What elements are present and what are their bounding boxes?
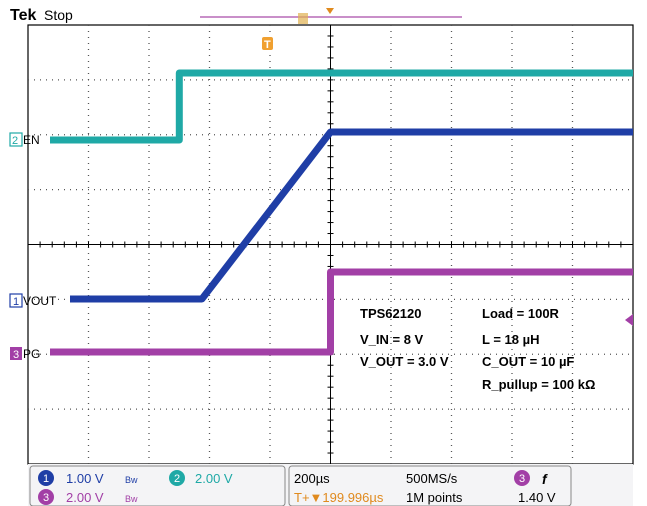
acquisition-status: Stop xyxy=(44,7,73,23)
channel-3-offscreen-marker xyxy=(625,314,633,326)
graticule-grid xyxy=(27,24,634,465)
ch1-indicator-num: 1 xyxy=(43,473,49,485)
waveform-traces xyxy=(50,69,633,356)
ch2-indicator xyxy=(169,470,185,486)
trigger-edge-icon: f xyxy=(542,471,548,487)
channel-2-label: 2 EN xyxy=(9,132,40,147)
ch1-indicator xyxy=(38,470,54,486)
channel-1-number: 1 xyxy=(13,296,19,308)
trace-en xyxy=(50,69,633,144)
annotation-rpullup: R_pullup = 100 kΩ xyxy=(482,377,595,392)
channel-2-name: EN xyxy=(23,133,40,147)
trigger-level: 1.40 V xyxy=(518,490,556,505)
annotation-vout: V_OUT = 3.0 V xyxy=(360,354,449,369)
annotation-device: TPS62120 xyxy=(360,306,421,321)
annotation-vin: V_IN = 8 V xyxy=(360,332,424,347)
trigger-t-label: T xyxy=(264,39,271,51)
ch3-bandwidth: Bw xyxy=(125,494,138,504)
channel-3-name: PG xyxy=(23,347,40,361)
trigger-t-marker xyxy=(262,37,273,50)
footer-channel-box xyxy=(29,465,286,506)
trigger-position: T+▼199.996µs xyxy=(294,490,384,505)
sample-rate: 500MS/s xyxy=(406,471,458,486)
record-length: 1M points xyxy=(406,490,463,505)
annotation-load: Load = 100R xyxy=(482,306,560,321)
annotation-block: TPS62120 V_IN = 8 V V_OUT = 3.0 V Load =… xyxy=(360,306,595,392)
status-footer: 1 1.00 V Bw 2 2.00 V 3 2.00 V Bw 200µs 5… xyxy=(28,464,633,506)
ch2-indicator-num: 2 xyxy=(174,473,180,485)
annotation-cout: C_OUT = 10 µF xyxy=(482,354,574,369)
trigger-channel-num: 3 xyxy=(519,473,525,485)
trace-vout xyxy=(70,128,633,303)
ch1-bandwidth: Bw xyxy=(125,475,138,485)
ch1-scale: 1.00 V xyxy=(66,471,104,486)
ch2-scale: 2.00 V xyxy=(195,471,233,486)
trigger-channel-indicator xyxy=(514,470,530,486)
timebase-value: 200µs xyxy=(294,471,330,486)
channel-3-number: 3 xyxy=(13,349,19,361)
ch3-indicator xyxy=(38,489,54,505)
ch3-scale: 2.00 V xyxy=(66,490,104,505)
channel-1-name: VOUT xyxy=(23,294,57,308)
trigger-position-marker xyxy=(326,8,334,14)
trace-pg xyxy=(50,268,633,356)
record-window xyxy=(298,13,308,24)
ch3-indicator-num: 3 xyxy=(43,492,49,504)
footer-background xyxy=(28,464,633,506)
channel-3-label: 3 PG xyxy=(10,347,40,361)
brand-label: Tek xyxy=(10,7,36,24)
channel-1-label: 1 VOUT xyxy=(9,293,57,308)
channel-2-number: 2 xyxy=(12,135,18,147)
annotation-inductor: L = 18 µH xyxy=(482,332,539,347)
footer-timebase-box xyxy=(288,465,572,506)
